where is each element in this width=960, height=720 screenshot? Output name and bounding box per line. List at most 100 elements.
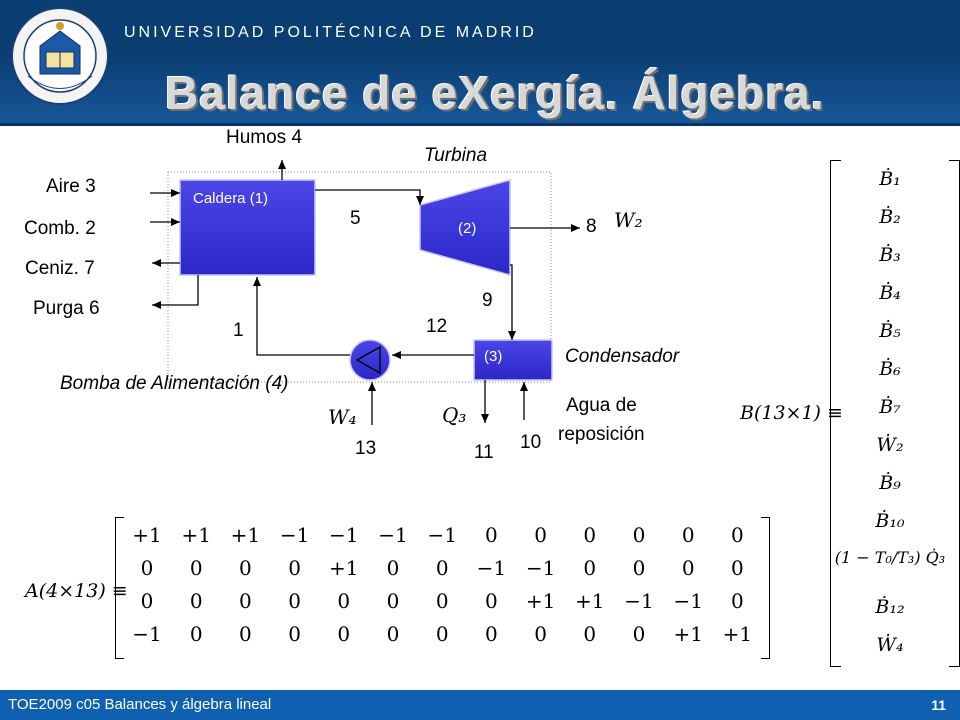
a-matrix-cell: 0 — [731, 589, 744, 613]
a-matrix-cell: 0 — [189, 589, 203, 613]
a-matrix-cell: 0 — [485, 589, 498, 613]
a-matrix-cell: 0 — [435, 589, 449, 613]
university-seal-icon — [11, 7, 109, 105]
stream-1-label: 1 — [233, 320, 244, 341]
a-matrix-cell: 0 — [485, 523, 498, 547]
page-title: Balance de eXergía. Álgebra. — [165, 67, 825, 119]
a-matrix-cell: 0 — [337, 622, 351, 646]
stream-11-label: 11 — [474, 442, 494, 463]
caldera-box — [179, 179, 316, 276]
stream-8-label: 8 — [586, 216, 597, 237]
b-vector-item: Ḃ₉ — [879, 472, 901, 494]
a-matrix-cell: 0 — [583, 523, 597, 547]
ceniz-label: Ceniz. 7 — [25, 258, 95, 279]
stream-13-label: 13 — [355, 438, 377, 459]
footer-bar: TOE2009 c05 Balances y álgebra lineal 11 — [0, 690, 960, 720]
bomba-label: Bomba de Alimentación (4) — [60, 373, 289, 394]
a-matrix-bracket-left — [115, 517, 124, 659]
a-matrix-cell: 0 — [386, 556, 400, 580]
b-vector: Ḃ₁ Ḃ₂ Ḃ₃ Ḃ₄ Ḃ₅ Ḃ₆ Ḃ₇ Ẇ₂ Ḃ₉ Ḃ₁₀ (1 − T₀/T… — [830, 160, 960, 667]
page-number: 11 — [931, 697, 946, 713]
turbine-box-label: (2) — [458, 220, 477, 237]
university-name: UNIVERSIDAD POLITÉCNICA DE MADRID — [124, 24, 537, 41]
a-matrix-cell: +1 — [230, 523, 261, 547]
b-vector-item: Ḃ₂ — [879, 206, 901, 228]
b-vector-item: Ḃ₅ — [879, 320, 901, 342]
b-vector-item: Ḃ₁₀ — [875, 510, 905, 532]
a-matrix-cell: 0 — [632, 622, 646, 646]
a-matrix-cell: 0 — [435, 556, 449, 580]
humos-label: Humos 4 — [226, 127, 303, 148]
a-matrix-cell: 0 — [189, 622, 203, 646]
a-matrix-cell: 0 — [386, 589, 400, 613]
a-matrix: +1 +1 +1 −1 −1 −1 −1 0 0 0 0 0 0 0 0 0 0 +1 0 0 −1 −1 0 0 0 0 0 0 0 0… — [115, 517, 770, 659]
reposicion-label: reposición — [558, 424, 645, 445]
stream-10-label: 10 — [520, 432, 542, 453]
a-matrix-cell: +1 — [181, 523, 211, 547]
system-boundary — [167, 171, 552, 383]
a-matrix-cell: +1 — [329, 556, 359, 580]
q3-label: Q₃ — [442, 403, 467, 427]
a-matrix-cell: −1 — [427, 523, 457, 547]
a-matrix-cell: 0 — [288, 589, 301, 613]
b-vector-item: Ḃ₁₂ — [875, 596, 905, 618]
a-matrix-cell: 0 — [583, 556, 597, 580]
condenser-box-label: (3) — [484, 348, 503, 365]
b-vector-item: Ẇ₂ — [876, 434, 904, 456]
condensador-box — [473, 339, 553, 381]
a-matrix-cell: 0 — [681, 523, 695, 547]
a-matrix-cell: +1 — [722, 622, 753, 646]
a-matrix-cell: 0 — [239, 589, 252, 613]
b-vector-item: Ḃ₃ — [879, 244, 901, 266]
stream-9-label: 9 — [482, 290, 493, 311]
a-matrix-cell: +1 — [132, 523, 162, 547]
a-matrix-cell: 0 — [239, 622, 252, 646]
a-matrix-cell: −1 — [624, 589, 654, 613]
caldera-label: Caldera (1) — [193, 190, 269, 207]
a-matrix-cell: 0 — [632, 523, 646, 547]
a-matrix-cell: 0 — [731, 556, 744, 580]
b-vector-label: B(13×1) ≡ — [740, 402, 843, 424]
b-vector-item: Ḃ₄ — [879, 282, 901, 304]
a-matrix-cell: −1 — [132, 622, 162, 646]
b-vector-item: Ḃ₁ — [879, 168, 901, 190]
a-matrix-cell: 0 — [140, 589, 154, 613]
turbine-shape — [419, 179, 511, 276]
agua-label: Agua de — [566, 395, 637, 416]
footer-course: TOE2009 c05 Balances y álgebra lineal — [8, 696, 272, 713]
condensador-label: Condensador — [565, 346, 680, 367]
a-matrix-cell: 0 — [435, 622, 449, 646]
b-vector-bracket-left — [830, 160, 841, 667]
header-bar — [0, 0, 960, 125]
stream-12-label: 12 — [426, 316, 448, 337]
a-matrix-cell: −1 — [476, 556, 507, 580]
pump-triangle-icon — [355, 345, 381, 375]
w4-label: W₄ — [328, 405, 357, 429]
a-matrix-label: A(4×13) ≡ — [25, 580, 128, 602]
a-matrix-cell: 0 — [485, 622, 498, 646]
a-matrix-cell: +1 — [525, 589, 556, 613]
turbina-label: Turbina — [424, 145, 488, 166]
b-vector-item: (1 − T₀/T₃) Q̇₃ — [834, 548, 946, 567]
b-vector-item: Ḃ₇ — [879, 396, 901, 418]
a-matrix-cell: 0 — [583, 622, 597, 646]
stream-5-label: 5 — [350, 208, 361, 229]
a-matrix-cell: 0 — [239, 556, 252, 580]
b-vector-item: Ḃ₆ — [879, 358, 901, 380]
b-vector-bracket-right — [949, 160, 960, 667]
a-matrix-cell: −1 — [673, 589, 703, 613]
purga-label: Purga 6 — [33, 298, 100, 319]
b-vector-item: Ẇ₄ — [876, 634, 904, 656]
a-matrix-cell: −1 — [279, 523, 310, 547]
a-matrix-cell: +1 — [673, 622, 703, 646]
header-divider — [0, 123, 960, 126]
comb-label: Comb. 2 — [24, 218, 96, 239]
a-matrix-cell: +1 — [575, 589, 605, 613]
a-matrix-cell: 0 — [189, 556, 203, 580]
a-matrix-cell: 0 — [288, 556, 301, 580]
aire-label: Aire 3 — [46, 176, 96, 197]
a-matrix-cell: −1 — [525, 556, 556, 580]
a-matrix-cell: −1 — [378, 523, 408, 547]
a-matrix-cell: 0 — [731, 523, 744, 547]
